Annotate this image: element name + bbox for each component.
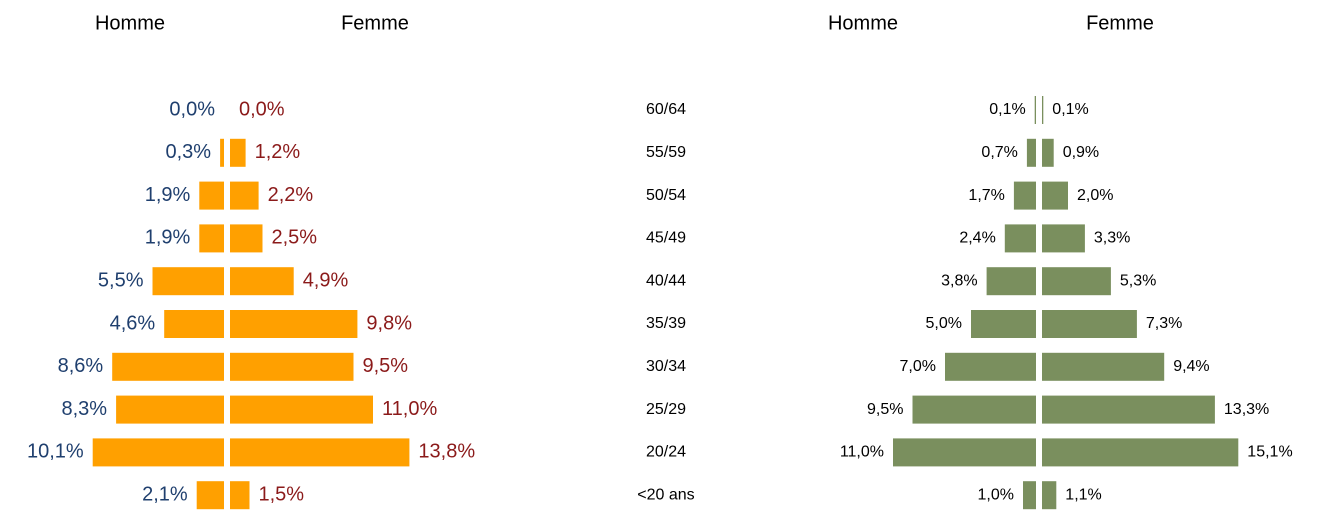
- value-label: 1,1%: [1065, 486, 1101, 503]
- bar: [199, 224, 224, 253]
- bar: [230, 352, 354, 381]
- bar: [1026, 138, 1036, 167]
- value-label: 0,7%: [981, 144, 1017, 161]
- bar: [1042, 352, 1165, 381]
- value-label: 9,4%: [1173, 358, 1209, 375]
- value-label: 9,5%: [363, 355, 409, 377]
- bar: [893, 438, 1036, 467]
- value-label: 2,0%: [1077, 187, 1113, 204]
- bar: [1034, 96, 1036, 124]
- bar: [1042, 224, 1085, 253]
- value-label: 13,8%: [418, 441, 475, 463]
- legend-label: Femme: [1086, 12, 1154, 34]
- bar: [986, 267, 1036, 296]
- legend-label: Homme: [95, 12, 165, 34]
- bar: [230, 181, 259, 210]
- value-label: 1,2%: [255, 141, 301, 163]
- bar: [152, 267, 224, 296]
- bar: [230, 438, 410, 467]
- bar: [92, 438, 224, 467]
- value-label: 13,3%: [1224, 401, 1269, 418]
- value-label: 2,5%: [272, 227, 318, 249]
- value-label: 11,0%: [382, 398, 437, 420]
- legend-label: Femme: [341, 12, 409, 34]
- category-label: <20 ans: [637, 486, 694, 503]
- value-label: 1,7%: [968, 187, 1004, 204]
- value-label: 7,3%: [1146, 315, 1182, 332]
- category-label: 25/29: [646, 401, 686, 418]
- value-label: 2,1%: [142, 483, 188, 505]
- value-label: 8,3%: [62, 398, 108, 420]
- bar: [971, 310, 1036, 338]
- bar: [1042, 267, 1111, 296]
- value-label: 4,9%: [303, 269, 349, 291]
- value-label: 1,9%: [145, 184, 191, 206]
- bar: [1042, 181, 1068, 210]
- category-label: 45/49: [646, 230, 686, 247]
- bar: [1042, 481, 1057, 510]
- category-label: 60/64: [646, 101, 686, 118]
- value-label: 9,5%: [867, 401, 903, 418]
- bar: [230, 138, 246, 167]
- value-label: 9,8%: [366, 312, 412, 334]
- value-label: 0,1%: [1052, 101, 1088, 118]
- category-label: 50/54: [646, 187, 686, 204]
- value-label: 0,3%: [166, 141, 212, 163]
- bar: [1042, 96, 1044, 124]
- category-label: 55/59: [646, 144, 686, 161]
- value-label: 2,2%: [268, 184, 314, 206]
- value-label: 3,8%: [941, 272, 977, 289]
- legend-label: Homme: [828, 12, 898, 34]
- value-label: 8,6%: [58, 355, 104, 377]
- bar: [945, 352, 1036, 381]
- bar: [1004, 224, 1036, 253]
- bar: [164, 310, 224, 338]
- bar: [199, 181, 224, 210]
- value-label: 3,3%: [1094, 230, 1130, 247]
- bar: [230, 395, 373, 424]
- bar: [230, 267, 294, 296]
- value-label: 7,0%: [900, 358, 936, 375]
- bar: [112, 352, 224, 381]
- bar: [1042, 395, 1215, 424]
- value-label: 0,9%: [1063, 144, 1099, 161]
- bar: [220, 138, 224, 167]
- bar: [196, 481, 224, 510]
- value-label: 2,4%: [959, 230, 995, 247]
- category-label: 40/44: [646, 272, 686, 289]
- value-label: 1,9%: [145, 227, 191, 249]
- bar: [912, 395, 1036, 424]
- value-label: 0,0%: [169, 98, 215, 120]
- bar: [116, 395, 224, 424]
- bar: [230, 310, 358, 338]
- bar: [1042, 138, 1054, 167]
- category-label: 35/39: [646, 315, 686, 332]
- bar: [1023, 481, 1036, 510]
- bar: [1042, 310, 1137, 338]
- value-label: 1,5%: [259, 483, 305, 505]
- bar: [1013, 181, 1036, 210]
- bar: [230, 481, 250, 510]
- category-label: 30/34: [646, 358, 686, 375]
- bar: [230, 224, 263, 253]
- value-label: 11,0%: [840, 444, 884, 461]
- value-label: 10,1%: [27, 441, 84, 463]
- value-label: 0,0%: [239, 98, 285, 120]
- category-label: 20/24: [646, 444, 686, 461]
- value-label: 5,3%: [1120, 272, 1156, 289]
- value-label: 4,6%: [110, 312, 156, 334]
- value-label: 15,1%: [1247, 444, 1292, 461]
- value-label: 5,5%: [98, 269, 144, 291]
- value-label: 1,0%: [978, 486, 1014, 503]
- value-label: 0,1%: [989, 101, 1025, 118]
- bar: [1042, 438, 1239, 467]
- value-label: 5,0%: [926, 315, 962, 332]
